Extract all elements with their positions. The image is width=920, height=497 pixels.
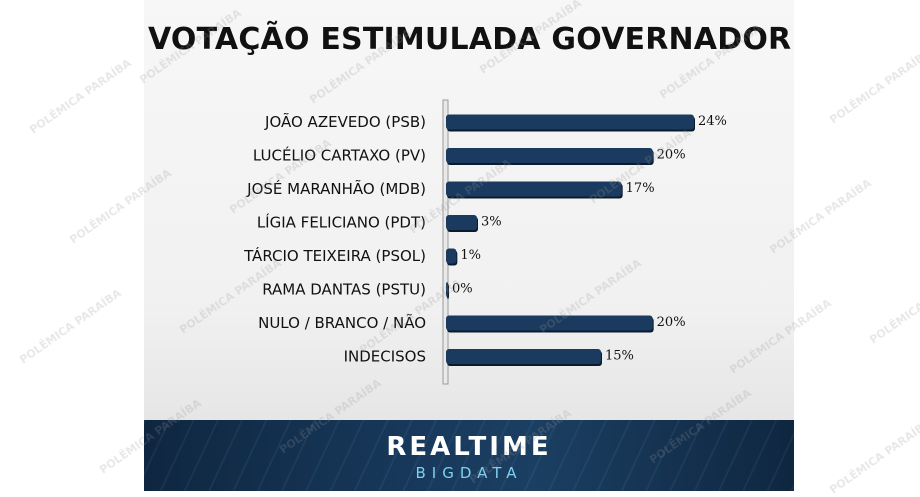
bar (446, 248, 457, 264)
data-label: 1% (460, 248, 481, 263)
category-label: RAMA DANTAS (PSTU) (262, 281, 426, 299)
category-label: INDECISOS (344, 348, 426, 366)
watermark-text: POLÊMICA PARAÍBA (17, 286, 124, 367)
data-label: 20% (657, 148, 686, 163)
category-label: JOSÉ MARANHÃO (MDB) (246, 179, 426, 198)
category-label: NULO / BRANCO / NÃO (258, 313, 426, 332)
bar (446, 282, 448, 297)
footer-banner: REALTIME BIGDATA (144, 420, 794, 491)
category-label: TÁRCIO TEIXEIRA (PSOL) (243, 246, 426, 265)
data-label: 0% (452, 282, 473, 297)
bar (446, 215, 477, 230)
bar (446, 114, 694, 130)
watermark-text: POLÊMICA PARAÍBA (827, 416, 920, 497)
category-label: LÍGIA FELICIANO (PDT) (257, 213, 426, 232)
data-label: 15% (605, 349, 634, 364)
bar (446, 181, 622, 197)
bar (446, 349, 601, 364)
watermark-text: POLÊMICA PARAÍBA (867, 266, 920, 347)
brand-logo-sub: BIGDATA (415, 464, 523, 482)
data-label: 3% (481, 215, 502, 230)
bar (446, 148, 653, 163)
y-axis-line (442, 99, 449, 385)
brand-logo-main: REALTIME (386, 432, 552, 462)
chart-slide: VOTAÇÃO ESTIMULADA GOVERNADOR JOÃO AZEVE… (144, 0, 794, 491)
category-label: JOÃO AZEVEDO (PSB) (264, 112, 426, 131)
watermark-text: POLÊMICA PARAÍBA (827, 46, 920, 127)
bar-chart: JOÃO AZEVEDO (PSB) 24% LUCÉLIO CARTAXO (PV… (243, 99, 727, 385)
chart-title: VOTAÇÃO ESTIMULADA GOVERNADOR (148, 22, 792, 57)
data-label: 20% (657, 315, 686, 330)
data-label: 17% (626, 181, 655, 196)
bar (446, 315, 653, 331)
category-label: LUCÉLIO CARTAXO (PV) (253, 146, 426, 165)
data-label: 24% (698, 114, 727, 129)
watermark-text: POLÊMICA PARAÍBA (27, 56, 134, 137)
